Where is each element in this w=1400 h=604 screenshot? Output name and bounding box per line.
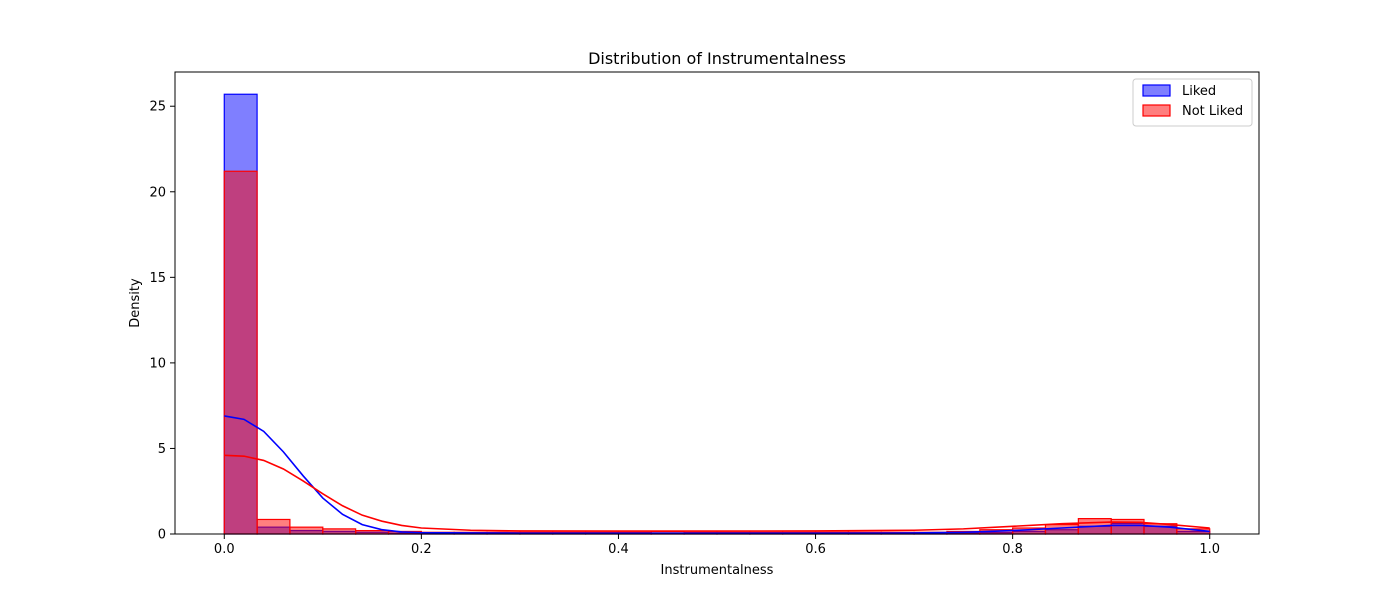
axes-frame — [174, 71, 1260, 535]
x-axis-label: Instrumentalness — [661, 563, 774, 578]
y-tick-label: 20 — [149, 185, 166, 200]
x-tick-label: 0.8 — [1002, 542, 1023, 557]
axes: 0.0 0.2 0.4 0.6 0.8 1.0 0 5 10 15 20 25 — [149, 71, 1260, 557]
plot-area — [223, 93, 1211, 535]
chart-title: Distribution of Instrumentalness — [588, 49, 846, 68]
y-axis-label: Density — [128, 278, 143, 328]
legend: Liked Not Liked — [1132, 78, 1253, 127]
histogram-bar — [223, 170, 258, 535]
x-tick-label: 1.0 — [1199, 542, 1220, 557]
x-tick-label: 0.4 — [608, 542, 629, 557]
legend-swatch — [1142, 84, 1171, 97]
y-tick-label: 5 — [158, 442, 166, 457]
x-tick-label: 0.6 — [805, 542, 826, 557]
legend-label: Not Liked — [1182, 104, 1243, 119]
histogram-bar — [322, 528, 357, 535]
series-0-kde-line — [224, 415, 1210, 534]
series-0-bars — [223, 93, 1211, 535]
histogram-bar — [256, 518, 291, 535]
histogram-bar — [289, 526, 324, 535]
x-tick-label: 0.2 — [411, 542, 432, 557]
series-1-kde-line — [224, 454, 1210, 532]
y-tick-label: 0 — [158, 528, 166, 543]
legend-swatch — [1142, 104, 1171, 117]
histogram-bar — [355, 529, 390, 535]
x-tick-label: 0.0 — [214, 542, 235, 557]
y-tick-label: 10 — [149, 356, 166, 371]
y-tick-label: 15 — [149, 271, 166, 286]
y-tick-label: 25 — [149, 100, 166, 115]
series-1-bars — [223, 170, 1211, 535]
legend-label: Liked — [1182, 84, 1216, 99]
